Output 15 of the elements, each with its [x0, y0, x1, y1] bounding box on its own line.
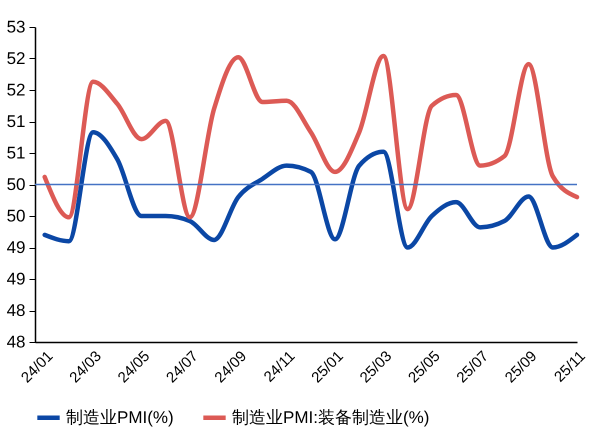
- line-series: [42, 130, 580, 250]
- y-tick-label: 50: [6, 206, 26, 226]
- y-tick-label: 51: [6, 144, 26, 162]
- line-series: [42, 54, 580, 220]
- y-tick-label: 48: [6, 301, 26, 320]
- y-tick-label: 49: [6, 270, 26, 288]
- y-tick-label: 49: [6, 238, 26, 257]
- y-tick-label: 48: [6, 332, 26, 352]
- y-tick-label: 53: [6, 18, 26, 36]
- y-tick-label: 52: [6, 80, 26, 100]
- legend-label: 制造业PMI:装备制造业(%): [232, 408, 430, 427]
- y-tick-label: 51: [6, 112, 26, 131]
- y-tick-label: 52: [6, 49, 26, 68]
- legend-label: 制造业PMI(%): [66, 408, 174, 427]
- y-tick-label: 50: [6, 175, 26, 194]
